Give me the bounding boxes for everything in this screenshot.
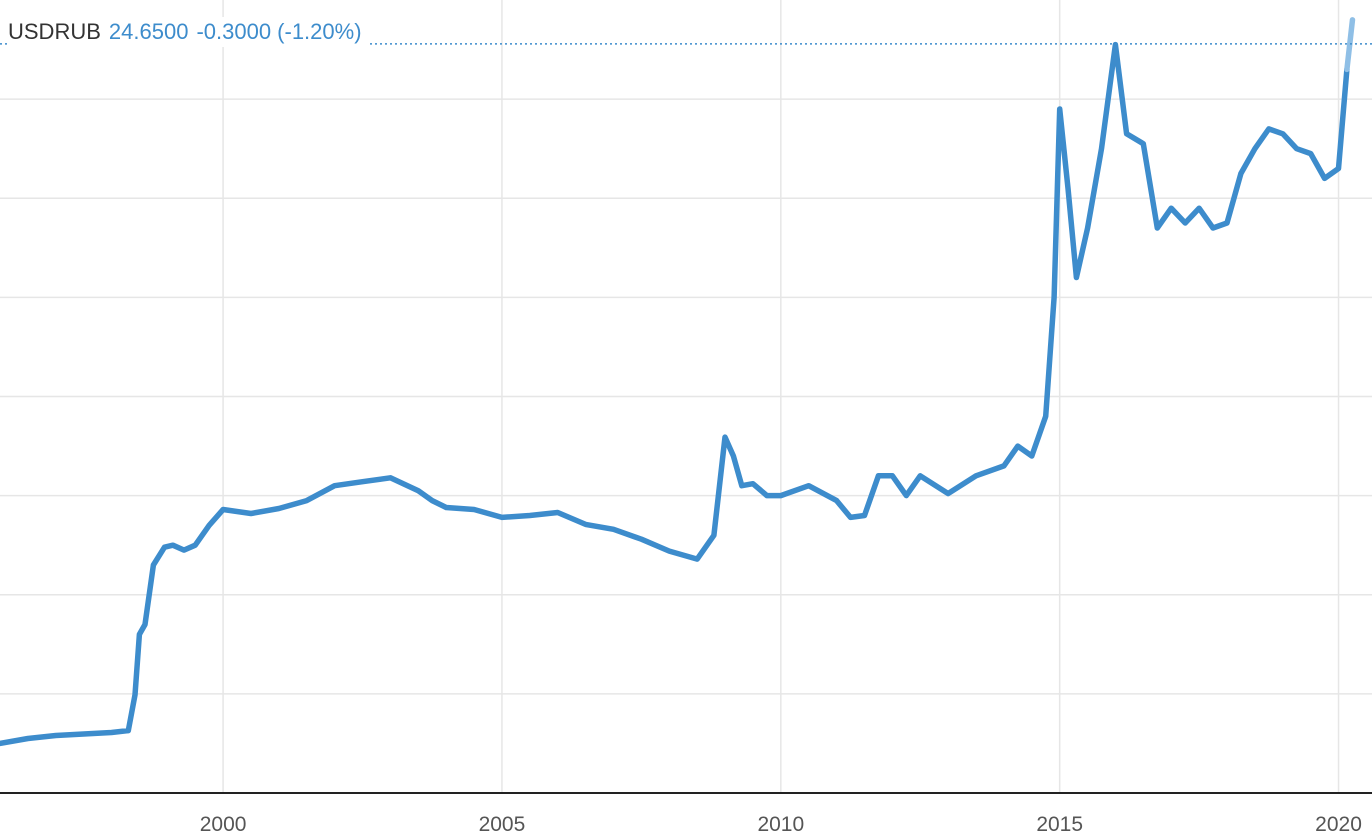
x-tick-label: 2015 xyxy=(1036,813,1083,836)
series-last-segment xyxy=(1344,17,1356,73)
series-layer xyxy=(0,17,1372,747)
x-tick-label: 2010 xyxy=(757,813,804,836)
legend-change: -0.3000 (-1.20%) xyxy=(196,19,362,44)
series-line-usdrub xyxy=(0,41,1350,747)
x-tick-label: 2000 xyxy=(200,813,247,836)
x-tick-label: 2020 xyxy=(1315,813,1362,836)
grid-layer xyxy=(0,0,1372,793)
legend-symbol: USDRUB xyxy=(8,19,101,44)
x-tick-label: 2005 xyxy=(479,813,526,836)
x-axis: 2000 2005 2010 2015 2020 xyxy=(0,792,1372,836)
legend: USDRUB 24.6500 -0.3000 (-1.20%) xyxy=(8,17,368,47)
legend-price: 24.6500 xyxy=(108,19,189,44)
